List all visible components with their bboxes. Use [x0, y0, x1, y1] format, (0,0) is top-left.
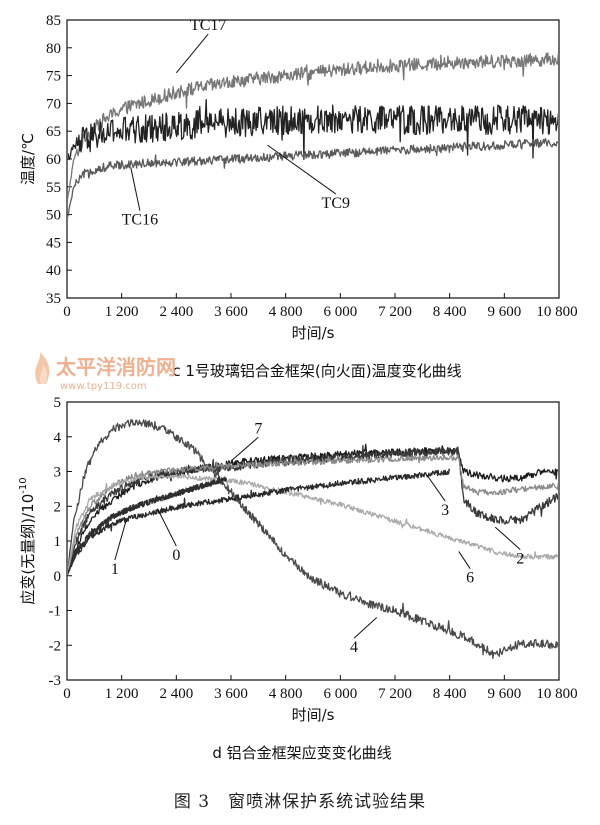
strain-series-3: [68, 454, 558, 575]
strain-y-tick-label: -2: [49, 638, 62, 654]
temp-x-tick-label: 2 400: [159, 304, 193, 320]
figure-caption: 图 3 窗喷淋保护系统试验结果: [174, 792, 426, 812]
watermark: 太平洋消防网 www.tpy119.com: [35, 352, 176, 392]
temp-x-tick-label: 0: [63, 304, 71, 320]
temp-x-tick-label: 1 200: [105, 304, 139, 320]
strain-annotation-leader: [426, 474, 446, 502]
temp-series-TC16: [68, 138, 558, 219]
strain-annotation-0: 0: [172, 547, 180, 564]
strain-x-tick-label: 6 000: [323, 686, 357, 702]
temp-x-axis-label: 时间/s: [292, 324, 335, 342]
temp-y-tick-label: 45: [46, 235, 61, 251]
strain-annotation-7: 7: [254, 420, 262, 437]
strain-series-4: [68, 419, 558, 660]
temp-annotation-TC16: TC16: [122, 212, 158, 229]
temperature-chart: 35 40 45 50 55 60 65 70 75 80 85 0 1 200 2 400 3 600 4 …: [19, 13, 578, 342]
temp-x-tick-label: 10 800: [536, 304, 577, 320]
strain-annotation-leader: [458, 551, 471, 569]
strain-x-tick-label: 7 200: [378, 686, 412, 702]
strain-y-tick-label: -3: [49, 673, 62, 689]
strain-series-6: [68, 473, 558, 575]
strain-annotation-4: 4: [350, 639, 358, 656]
strain-series-7: [68, 443, 558, 575]
strain-annotation-leader: [157, 509, 177, 547]
temp-series-TC17: [68, 52, 558, 201]
strain-x-tick-label: 3 600: [214, 686, 248, 702]
temp-annotation-TC9: TC9: [322, 195, 350, 212]
strain-y-tick-label: 5: [54, 395, 62, 411]
strain-y-axis-label: 应变(无量纲)/10-10: [18, 477, 37, 604]
strain-y-tick-label: -1: [49, 604, 62, 620]
temp-y-tick-label: 60: [46, 152, 61, 168]
temp-annotation-leader: [267, 144, 337, 195]
temp-y-tick-label: 70: [46, 96, 61, 112]
strain-chart: -3 -2 -1 0 1 2 3 4 5 0 1 200 2 400 3 600 4 800 6 000 7 …: [18, 395, 578, 724]
temp-x-tick-label: 8 400: [433, 304, 467, 320]
strain-y-tick-label: 2: [54, 499, 62, 515]
strain-x-tick-label: 2 400: [159, 686, 193, 702]
strain-chart-caption: d 铝合金框架应变变化曲线: [212, 744, 391, 762]
strain-annotation-1: 1: [111, 561, 119, 578]
flame-icon: [35, 352, 50, 384]
temp-annotation-leader: [130, 167, 141, 211]
temp-x-tick-label: 4 800: [269, 304, 303, 320]
strain-annotation-2: 2: [516, 551, 524, 568]
strain-y-tick-label: 1: [54, 534, 62, 550]
temp-x-tick-label: 9 600: [487, 304, 521, 320]
temp-y-axis-label: 温度/℃: [19, 133, 37, 185]
strain-x-tick-label: 8 400: [433, 686, 467, 702]
temp-y-tick-label: 85: [46, 13, 61, 29]
strain-annotation-leader: [353, 617, 378, 639]
strain-y-tick-label: 0: [54, 569, 62, 585]
strain-x-tick-label: 0: [63, 686, 71, 702]
strain-annotation-leader: [494, 526, 521, 550]
watermark-url: www.tpy119.com: [60, 381, 147, 392]
strain-annotation-leader: [230, 436, 259, 462]
strain-annotation-3: 3: [441, 502, 449, 519]
temp-y-tick-label: 75: [46, 69, 61, 85]
strain-y-tick-label: 3: [54, 465, 62, 481]
strain-x-axis-label: 时间/s: [292, 706, 335, 724]
strain-series-0: [68, 468, 451, 576]
strain-x-tick-label: 10 800: [536, 686, 577, 702]
strain-x-tick-label: 4 800: [269, 686, 303, 702]
temp-annotation-leader: [175, 33, 209, 74]
temperature-chart-caption: c 1号玻璃铝合金框架(向火面)温度变化曲线: [172, 362, 461, 380]
strain-series-1: [68, 476, 228, 576]
strain-x-tick-label: 1 200: [105, 686, 139, 702]
temp-y-tick-label: 35: [46, 291, 61, 307]
temp-annotation-TC17: TC17: [190, 17, 226, 34]
temp-y-tick-label: 65: [46, 124, 61, 140]
temp-y-tick-label: 80: [46, 41, 61, 57]
strain-annotation-leader: [114, 520, 127, 561]
watermark-brand: 太平洋消防网: [56, 355, 176, 379]
temp-y-tick-label: 55: [46, 180, 61, 196]
strain-x-tick-label: 9 600: [487, 686, 521, 702]
strain-annotation-6: 6: [466, 570, 474, 587]
temp-x-tick-label: 3 600: [214, 304, 248, 320]
temp-x-tick-label: 7 200: [378, 304, 412, 320]
temp-x-tick-label: 6 000: [323, 304, 357, 320]
strain-y-tick-label: 4: [54, 430, 62, 446]
temp-y-tick-label: 40: [46, 263, 61, 279]
strain-plot-frame: [66, 401, 560, 681]
temp-y-tick-label: 50: [46, 208, 61, 224]
temp-series-TC9: [68, 99, 558, 161]
